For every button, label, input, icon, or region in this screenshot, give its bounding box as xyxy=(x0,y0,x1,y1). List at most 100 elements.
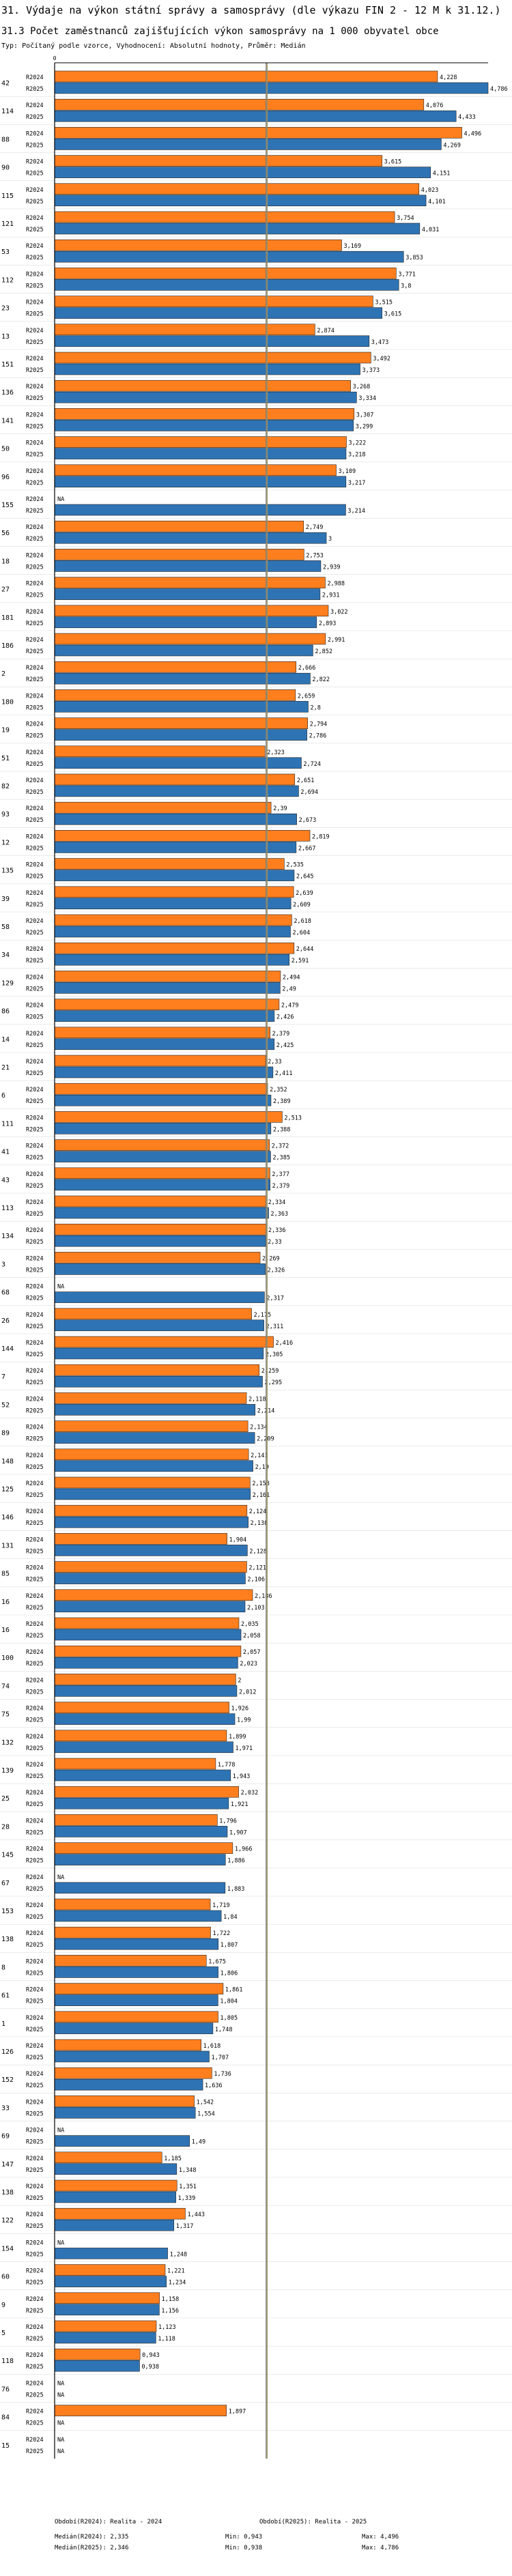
series-label: R2025 xyxy=(26,508,44,515)
value-label: 3,771 xyxy=(398,271,416,278)
series-label: R2025 xyxy=(26,1267,44,1274)
bar-r2024 xyxy=(54,1926,211,1938)
series-label: R2024 xyxy=(26,1874,44,1881)
value-label: 1,971 xyxy=(236,1745,253,1752)
bar-r2025 xyxy=(54,279,399,291)
value-label: 1,921 xyxy=(231,1801,248,1808)
group-label: 12 xyxy=(1,839,10,846)
series-label: R2025 xyxy=(26,2280,44,2287)
value-label: 2 xyxy=(238,1677,241,1684)
series-label: R2024 xyxy=(26,1790,44,1797)
group-label: 147 xyxy=(1,2161,14,2169)
series-label: R2024 xyxy=(26,159,44,166)
group-label: 76 xyxy=(1,2386,10,2393)
series-label: R2025 xyxy=(26,1548,44,1555)
value-label: 2,032 xyxy=(241,1790,259,1797)
bar-r2024 xyxy=(54,858,285,870)
value-label: 1,883 xyxy=(227,1886,245,1893)
bar-r2024 xyxy=(54,1420,248,1432)
na-label: NA xyxy=(57,2392,64,2399)
value-label: 3,473 xyxy=(371,339,389,346)
series-label: R2024 xyxy=(26,2184,44,2190)
group-label: 115 xyxy=(1,192,14,200)
group-label: 139 xyxy=(1,1767,14,1775)
bar-r2024 xyxy=(54,296,373,307)
series-label: R2025 xyxy=(26,2223,44,2230)
bar-r2024 xyxy=(54,801,272,814)
bar-r2025 xyxy=(54,701,309,713)
series-label: R2025 xyxy=(26,1717,44,1724)
value-label: 2,786 xyxy=(309,733,327,740)
bar-r2025 xyxy=(54,139,442,150)
group-label: 52 xyxy=(1,1401,10,1409)
bar-r2025 xyxy=(54,1938,219,1950)
bar-r2024 xyxy=(54,211,395,223)
value-label: 1,805 xyxy=(220,2015,238,2022)
group-label: 41 xyxy=(1,1149,10,1156)
bar-r2025 xyxy=(54,1319,264,1332)
bar-r2024 xyxy=(54,1223,267,1235)
group-label: 34 xyxy=(1,951,10,959)
na-label: NA xyxy=(57,2437,64,2444)
period-2025: Období(R2025): Realita - 2025 xyxy=(259,2519,367,2525)
bar-r2024 xyxy=(54,1336,274,1348)
value-label: 3,492 xyxy=(373,356,390,362)
bar-r2025 xyxy=(54,2078,203,2091)
series-label: R2025 xyxy=(26,958,44,964)
series-label: R2024 xyxy=(26,271,44,278)
bar-r2024 xyxy=(54,408,355,420)
value-label: 1,796 xyxy=(219,1818,237,1824)
bar-r2025 xyxy=(54,1882,226,1894)
bar-r2024 xyxy=(54,183,420,195)
series-label: R2024 xyxy=(26,946,44,953)
series-label: R2025 xyxy=(26,817,44,824)
value-label: 2,659 xyxy=(298,693,315,700)
series-label: R2025 xyxy=(26,395,44,402)
value-label: 2,035 xyxy=(241,1621,259,1628)
group-label: 56 xyxy=(1,530,10,537)
group-label: 134 xyxy=(1,1233,14,1240)
bar-r2024 xyxy=(54,1533,227,1545)
series-label: R2025 xyxy=(26,339,44,346)
na-label: NA xyxy=(57,496,64,503)
series-label: R2025 xyxy=(26,733,44,740)
series-label: R2025 xyxy=(26,227,44,233)
bar-r2024 xyxy=(54,2264,166,2276)
bar-r2025 xyxy=(54,1010,275,1022)
group-label: 75 xyxy=(1,1711,10,1719)
bar-r2024 xyxy=(54,1392,247,1404)
bar-r2024 xyxy=(54,773,296,786)
series-label: R2024 xyxy=(26,2296,44,2303)
value-label: 3,334 xyxy=(358,395,376,402)
bar-r2025 xyxy=(54,448,347,459)
bar-r2025 xyxy=(54,195,427,207)
value-label: 2,389 xyxy=(273,1098,291,1105)
bar-r2025 xyxy=(54,504,346,516)
series-label: R2024 xyxy=(26,721,44,728)
series-label: R2024 xyxy=(26,637,44,644)
x-axis-tick-label: 0 xyxy=(53,55,57,61)
report-title: 31. Výdaje na výkon státní správy a samo… xyxy=(1,4,501,16)
group-label: 82 xyxy=(1,783,10,790)
bar-r2025 xyxy=(54,1685,238,1697)
group-label: 121 xyxy=(1,220,14,228)
min-2025: Min: 0,938 xyxy=(225,2545,263,2551)
group-label: 2 xyxy=(1,670,5,678)
group-label: 186 xyxy=(1,642,14,650)
bar-r2024 xyxy=(54,1674,236,1685)
series-label: R2025 xyxy=(26,86,44,93)
group-label: 3 xyxy=(1,1261,5,1268)
series-label: R2025 xyxy=(26,2167,44,2174)
group-label: 74 xyxy=(1,1683,10,1690)
group-label: 111 xyxy=(1,1120,14,1128)
series-label: R2024 xyxy=(26,1762,44,1769)
value-label: 2,666 xyxy=(298,665,316,672)
series-label: R2024 xyxy=(26,300,44,306)
bar-r2024 xyxy=(54,1252,261,1263)
series-label: R2025 xyxy=(26,1379,44,1386)
group-label: 146 xyxy=(1,1514,14,1521)
value-label: 3,299 xyxy=(356,423,373,430)
value-label: 3,8 xyxy=(401,283,411,289)
group-label: 14 xyxy=(1,1036,10,1044)
group-label: 89 xyxy=(1,1430,10,1437)
